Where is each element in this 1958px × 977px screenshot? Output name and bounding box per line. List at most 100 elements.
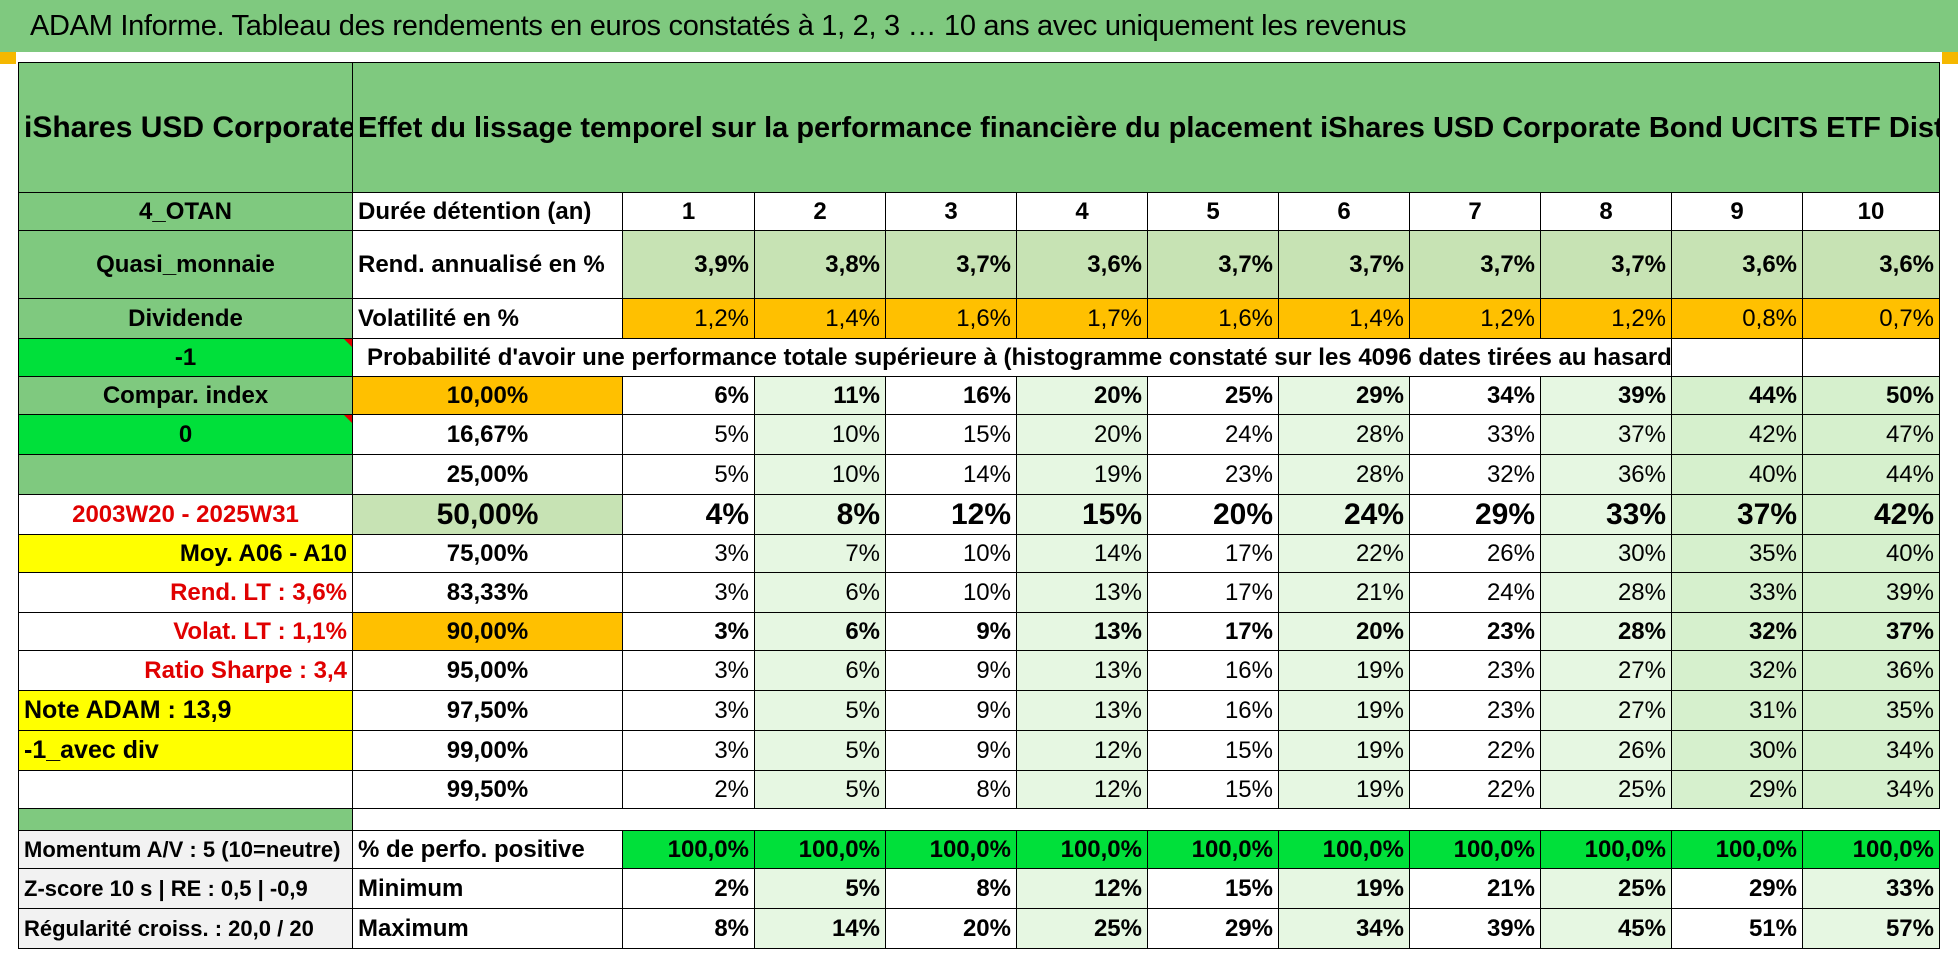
probability-value: 15% <box>1147 770 1279 809</box>
probability-value: 35% <box>1671 534 1803 573</box>
maximum-value: 14% <box>754 908 886 949</box>
percentile-row: -1_avec div 99,00% 3% 5% 9% 12% 15% 19% 22% 26% 30… <box>18 730 1940 771</box>
probability-value: 12% <box>1016 730 1148 771</box>
probability-value: 13% <box>1016 572 1148 613</box>
summary-row: Momentum A/V : 5 (10=neutre)% de perfo. … <box>18 830 1940 869</box>
probability-heading-row: -1 Probabilité d'avoir une performance t… <box>18 338 1940 377</box>
minimum-value: 21% <box>1409 868 1541 909</box>
probability-value: 3% <box>622 690 755 731</box>
return-value: 3,7% <box>1409 230 1541 299</box>
return-value: 3,6% <box>1671 230 1803 299</box>
percentile-row: Compar. index 10,00% 6% 11% 16% 20% 25% 29% 34% 3… <box>18 376 1940 415</box>
probability-value: 20% <box>1147 494 1279 535</box>
probability-value: 22% <box>1278 534 1410 573</box>
probability-value: 28% <box>1278 414 1410 455</box>
probability-value: 14% <box>885 454 1017 495</box>
probability-value: 2% <box>622 770 755 809</box>
probability-value: 3% <box>622 534 755 573</box>
probability-value: 10% <box>754 414 886 455</box>
probability-value: 37% <box>1540 414 1672 455</box>
probability-value: 19% <box>1278 730 1410 771</box>
probability-value: 19% <box>1278 770 1410 809</box>
maximum-value: 57% <box>1802 908 1940 949</box>
probability-value: 37% <box>1802 612 1940 651</box>
probability-heading: Probabilité d'avoir une performance tota… <box>352 338 1672 377</box>
report-title: ADAM Informe. Tableau des rendements en … <box>0 0 1958 52</box>
volatility-value: 1,7% <box>1016 298 1148 339</box>
probability-value: 26% <box>1540 730 1672 771</box>
probability-value: 28% <box>1278 454 1410 495</box>
volatility-value: 1,4% <box>754 298 886 339</box>
positive-perf-value: 100,0% <box>622 830 755 869</box>
probability-value: 32% <box>1671 650 1803 691</box>
positive-perf-value: 100,0% <box>1278 830 1410 869</box>
summary-row: Z-score 10 s | RE : 0,5 | -0,9 Minimum 2% 5… <box>18 868 1940 909</box>
duration-row: 4_OTAN Durée détention (an) 1 2 3 4 5 6 … <box>18 192 1940 231</box>
probability-value: 3% <box>622 572 755 613</box>
probability-value: 5% <box>754 730 886 771</box>
percentile-row: Volat. LT : 1,1% 90,00% 3% 6% 9% 13% 17% 20% 23%… <box>18 612 1940 651</box>
moy-cell: Moy. A06 - A10 <box>18 534 353 573</box>
right-edge-marker <box>1942 52 1958 64</box>
year-4: 4 <box>1016 192 1148 231</box>
probability-value: 5% <box>622 414 755 455</box>
probability-value: 30% <box>1671 730 1803 771</box>
probability-value: 35% <box>1802 690 1940 731</box>
probability-value: 47% <box>1802 414 1940 455</box>
volatility-label: Volatilité en % <box>352 298 623 339</box>
minimum-value: 15% <box>1147 868 1279 909</box>
spacer-row <box>18 808 1940 831</box>
volatility-row: Dividende Volatilité en % 1,2% 1,4% 1,6%… <box>18 298 1940 339</box>
volatility-value: 0,7% <box>1802 298 1940 339</box>
maximum-value: 25% <box>1016 908 1148 949</box>
volatility-value: 1,6% <box>1147 298 1279 339</box>
percentile-threshold: 99,00% <box>352 730 623 771</box>
probability-value: 15% <box>885 414 1017 455</box>
percentile-threshold: 97,50% <box>352 690 623 731</box>
minimum-value: 29% <box>1671 868 1803 909</box>
spacer-cell <box>352 808 1940 831</box>
probability-value: 23% <box>1147 454 1279 495</box>
probability-value: 24% <box>1409 572 1541 613</box>
percentile-threshold: 16,67% <box>352 414 623 455</box>
percentile-threshold: 90,00% <box>352 612 623 651</box>
duration-label: Durée détention (an) <box>352 192 623 231</box>
probability-value: 23% <box>1409 612 1541 651</box>
volatility-value: 1,6% <box>885 298 1017 339</box>
returns-table: iShares USD Corporate Bond UCITS ETF Dis… <box>18 62 1940 949</box>
year-9: 9 <box>1671 192 1803 231</box>
probability-value: 29% <box>1671 770 1803 809</box>
probability-value: 12% <box>1016 770 1148 809</box>
probability-value: 13% <box>1016 650 1148 691</box>
probability-value: 31% <box>1671 690 1803 731</box>
probability-value: 39% <box>1802 572 1940 613</box>
header-row: iShares USD Corporate Bond UCITS ETF Dis… <box>18 62 1940 193</box>
percentile-threshold: 99,50% <box>352 770 623 809</box>
return-value: 3,7% <box>1147 230 1279 299</box>
probability-value: 21% <box>1278 572 1410 613</box>
positive-perf-value: 100,0% <box>1147 830 1279 869</box>
probability-value: 33% <box>1540 494 1672 535</box>
fund-name-cell: iShares USD Corporate Bond UCITS ETF Dis… <box>18 62 353 193</box>
avec-div-cell: -1_avec div <box>18 730 353 771</box>
year-2: 2 <box>754 192 886 231</box>
summary-row: Régularité croiss. : 20,0 / 20 Maximum 8% 1… <box>18 908 1940 949</box>
probability-value: 44% <box>1671 376 1803 415</box>
probability-value: 6% <box>754 572 886 613</box>
probability-value: 9% <box>885 730 1017 771</box>
return-value: 3,7% <box>885 230 1017 299</box>
minimum-value: 12% <box>1016 868 1148 909</box>
probability-value: 39% <box>1540 376 1672 415</box>
percentile-threshold: 10,00% <box>352 376 623 415</box>
blank-green-cell <box>18 454 353 495</box>
description-cell: Effet du lissage temporel sur la perform… <box>352 62 1940 193</box>
year-8: 8 <box>1540 192 1672 231</box>
probability-value: 8% <box>754 494 886 535</box>
probability-value: 19% <box>1016 454 1148 495</box>
probability-value: 19% <box>1278 690 1410 731</box>
probability-value: 20% <box>1016 376 1148 415</box>
percentile-row: 25,00% 5% 10% 14% 19% 23% 28% 32% 36% 40% 44% <box>18 454 1940 495</box>
probability-value: 8% <box>885 770 1017 809</box>
probability-value: 32% <box>1671 612 1803 651</box>
probability-value: 26% <box>1409 534 1541 573</box>
